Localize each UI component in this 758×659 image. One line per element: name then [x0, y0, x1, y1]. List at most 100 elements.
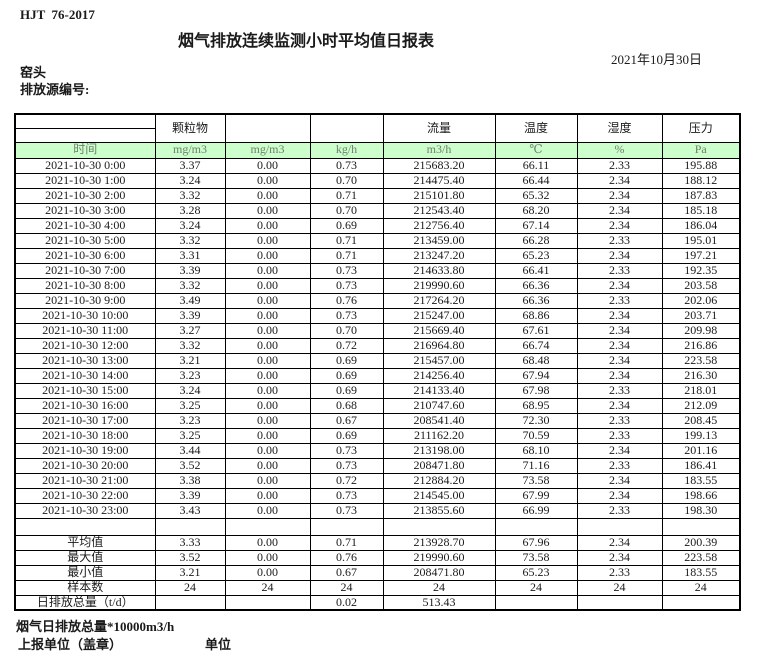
time-cell: 2021-10-30 15:00 — [14, 382, 156, 399]
time-cell: 2021-10-30 1:00 — [14, 172, 156, 189]
value-cell: 0.00 — [224, 397, 311, 414]
value-cell: 195.01 — [661, 232, 741, 249]
unit-header: mg/m3 — [224, 141, 311, 159]
value-cell: 71.16 — [494, 457, 578, 474]
time-cell: 2021-10-30 10:00 — [14, 307, 156, 324]
summary-value: 3.52 — [154, 549, 226, 566]
value-cell: 2.33 — [576, 382, 663, 399]
table-row: 2021-10-30 15:00 3.24 0.00 0.69 214133.40 67.… — [14, 382, 741, 399]
time-cell: 2021-10-30 13:00 — [14, 352, 156, 369]
value-cell: 212884.20 — [382, 472, 496, 489]
table-row: 2021-10-30 5:00 3.32 0.00 0.71 213459.00 66.2… — [14, 232, 741, 249]
value-cell: 0.73 — [309, 307, 384, 324]
spacer-row — [14, 517, 741, 536]
value-cell: 0.71 — [309, 247, 384, 264]
value-cell: 0.00 — [224, 322, 311, 339]
value-cell: 212756.40 — [382, 217, 496, 234]
value-cell: 215247.00 — [382, 307, 496, 324]
time-cell: 2021-10-30 12:00 — [14, 337, 156, 354]
value-cell: 3.52 — [154, 457, 226, 474]
value-cell: 67.14 — [494, 217, 578, 234]
value-cell: 0.00 — [224, 442, 311, 459]
value-cell: 0.00 — [224, 172, 311, 189]
data-rows: 2021-10-30 0:00 3.37 0.00 0.73 215683.20 66.1… — [14, 157, 741, 519]
time-cell: 2021-10-30 7:00 — [14, 262, 156, 279]
value-cell: 213198.00 — [382, 442, 496, 459]
summary-value: 24 — [576, 579, 663, 596]
value-cell: 0.69 — [309, 427, 384, 444]
value-cell: 0.69 — [309, 367, 384, 384]
value-cell: 2.34 — [576, 397, 663, 414]
value-cell: 72.30 — [494, 412, 578, 429]
value-cell: 65.32 — [494, 187, 578, 204]
summary-value: 2.34 — [576, 534, 663, 551]
value-cell: 66.28 — [494, 232, 578, 249]
table-row: 2021-10-30 1:00 3.24 0.00 0.70 214475.40 66.4… — [14, 172, 741, 189]
summary-value — [224, 594, 311, 611]
table-row: 2021-10-30 7:00 3.39 0.00 0.73 214633.80 66.4… — [14, 262, 741, 279]
value-cell: 0.00 — [224, 157, 311, 174]
value-cell: 208471.80 — [382, 457, 496, 474]
value-cell: 3.27 — [154, 322, 226, 339]
source-id-label: 排放源编号: — [20, 82, 90, 97]
summary-value: 0.00 — [224, 564, 311, 581]
value-cell: 2.33 — [576, 427, 663, 444]
value-cell: 216964.80 — [382, 337, 496, 354]
value-cell: 3.39 — [154, 262, 226, 279]
value-cell: 0.68 — [309, 397, 384, 414]
value-cell: 198.30 — [661, 502, 741, 519]
value-cell: 3.43 — [154, 502, 226, 519]
summary-row: 日排放总量（t/d） 0.02 513.43 — [14, 594, 741, 611]
value-cell: 3.32 — [154, 277, 226, 294]
spacer-cell — [576, 517, 663, 536]
value-cell: 195.88 — [661, 157, 741, 174]
time-cell: 2021-10-30 6:00 — [14, 247, 156, 264]
value-cell: 2.34 — [576, 307, 663, 324]
value-cell: 66.74 — [494, 337, 578, 354]
value-cell: 66.36 — [494, 277, 578, 294]
value-cell: 2.33 — [576, 262, 663, 279]
summary-value: 67.96 — [494, 534, 578, 551]
value-cell: 2.33 — [576, 157, 663, 174]
time-cell: 2021-10-30 20:00 — [14, 457, 156, 474]
value-cell: 0.72 — [309, 337, 384, 354]
pollutant-header: 温度 — [494, 113, 578, 143]
summary-value: 2.34 — [576, 549, 663, 566]
pollutant-header: 颗粒物 — [154, 113, 226, 143]
time-cell: 2021-10-30 4:00 — [14, 217, 156, 234]
time-cell: 2021-10-30 17:00 — [14, 412, 156, 429]
value-cell: 212543.40 — [382, 202, 496, 219]
summary-value: 3.33 — [154, 534, 226, 551]
unit-header: % — [576, 141, 663, 159]
summary-label: 日排放总量（t/d） — [14, 594, 156, 611]
value-cell: 0.00 — [224, 472, 311, 489]
summary-value: 24 — [382, 579, 496, 596]
summary-value: 223.58 — [661, 549, 741, 566]
value-cell: 208.45 — [661, 412, 741, 429]
summary-row: 最小值 3.21 0.00 0.67 208471.80 65.23 2.33 183.55 — [14, 564, 741, 581]
value-cell: 0.00 — [224, 457, 311, 474]
value-cell: 3.32 — [154, 187, 226, 204]
value-cell: 2.34 — [576, 322, 663, 339]
value-cell: 2.34 — [576, 352, 663, 369]
value-cell: 198.66 — [661, 487, 741, 504]
summary-row: 样本数 24 24 24 24 24 24 24 — [14, 579, 741, 596]
summary-value — [494, 594, 578, 611]
value-cell: 185.18 — [661, 202, 741, 219]
value-cell: 2.33 — [576, 292, 663, 309]
value-cell: 3.24 — [154, 217, 226, 234]
summary-value: 24 — [309, 579, 384, 596]
value-cell: 2.34 — [576, 442, 663, 459]
spacer-cell — [661, 517, 741, 536]
value-cell: 216.30 — [661, 367, 741, 384]
value-cell: 2.33 — [576, 502, 663, 519]
summary-value: 213928.70 — [382, 534, 496, 551]
value-cell: 67.98 — [494, 382, 578, 399]
value-cell: 66.11 — [494, 157, 578, 174]
summary-row: 平均值 3.33 0.00 0.71 213928.70 67.96 2.34 200.39 — [14, 534, 741, 551]
pollutant-header — [224, 113, 311, 143]
value-cell: 214475.40 — [382, 172, 496, 189]
time-cell: 2021-10-30 19:00 — [14, 442, 156, 459]
summary-value: 183.55 — [661, 564, 741, 581]
value-cell: 212.09 — [661, 397, 741, 414]
